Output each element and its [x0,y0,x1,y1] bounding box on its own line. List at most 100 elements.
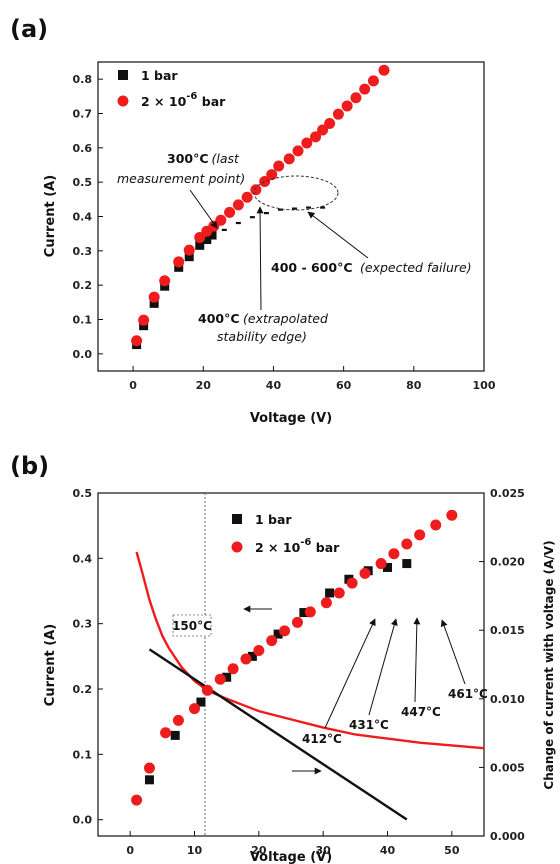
data-point-vacuum [227,663,239,675]
temp-label-431: 431°C [349,718,389,732]
data-point-vacuum [346,577,358,589]
arrow-447 [413,617,421,703]
arrow-300c [189,189,218,229]
panel-a-y-axis-label: Current (A) [43,175,58,257]
panel-a-y-tick-label: 0.5 [73,176,93,189]
data-point-vacuum [283,153,295,165]
panel-b-plot-frame [97,492,485,837]
arrow-expected-failure [307,211,369,259]
data-point-vacuum [172,714,184,726]
label-150c: 150°C [172,619,212,633]
panel-a-x-tick-label: 40 [266,379,282,392]
panel-b-y-tick-label: 0.5 [73,487,93,500]
annotation-400c: 400°C [198,311,240,326]
data-point-vacuum [232,199,244,211]
arrow-400c [256,206,264,311]
data-point-vacuum [359,83,371,95]
panel-b-y2-tick-label: 0.025 [490,487,525,500]
data-point-vacuum [341,100,353,112]
annotation-400-600c: 400 - 600°C [271,260,353,275]
panel-b-y-tick-label: 0.0 [73,814,93,827]
panel-b-x-tick-label: 0 [126,844,134,857]
panel-b-x-tick-label: 20 [251,844,267,857]
legend-label-1-bar: 1 bar [141,68,178,83]
data-point-vacuum [250,184,262,196]
annotation-300c-note: measurement point) [117,171,245,186]
panel-b-y2-axis-label: Change of current with voltage (A/V) [542,540,556,789]
annotation-300c: 300°C (last [167,151,240,166]
panel-a-x-ticks: 0 20 40 60 80 100 [129,366,496,392]
data-point-vacuum [273,160,285,172]
data-point-1bar [170,730,180,740]
data-point-vacuum [253,644,265,656]
data-point-vacuum [279,625,291,637]
data-point-vacuum [159,275,171,287]
data-point-vacuum [378,64,390,76]
legend-square-marker [118,70,128,80]
data-point-vacuum [266,169,278,181]
data-point-vacuum [310,131,322,143]
data-point-vacuum [301,137,313,149]
rate-line-1bar [148,648,408,821]
data-point-1bar [222,672,232,682]
legend-label-vacuum: 2 × 10-6 bar [141,91,226,109]
panel-b-y2-tick-label: 0.005 [490,761,525,774]
data-point-vacuum [224,206,236,218]
panel-b-y2-tick-label: 0.010 [490,693,525,706]
data-point-vacuum [367,75,379,87]
panel-b-rate-lines [135,551,485,821]
data-point-vacuum [324,117,336,129]
panel-a-legend: 1 bar 2 × 10-6 bar [117,68,226,109]
expected-failure-ellipse [253,175,339,211]
panel-a-x-tick-label: 100 [473,379,496,392]
data-point-vacuum [388,548,400,560]
data-point-vacuum [148,291,160,303]
data-point-vacuum [131,794,143,806]
arrow-431 [368,618,398,716]
data-point-vacuum [240,653,252,665]
legend-square-marker [232,514,242,524]
panel-b-y-ticks: 0.0 0.1 0.2 0.3 0.4 0.5 [73,487,103,827]
panel-a-y-tick-label: 0.0 [73,348,93,361]
data-point-vacuum [430,519,442,531]
data-point-vacuum [241,191,253,203]
panel-a-y-ticks: 0.0 0.1 0.2 0.3 0.4 0.5 0.6 0.7 0.8 [73,73,103,361]
legend-circle-marker [231,541,243,553]
panel-b-y-axis-label: Current (A) [43,624,58,706]
annotation-400c-note-1: (extrapolated [243,311,328,326]
panel-b-x-ticks: 0 10 20 30 40 50 [126,831,460,857]
data-point-1bar [149,298,159,308]
data-point-1bar [144,775,154,785]
panel-a-y-tick-label: 0.6 [73,142,93,155]
data-point-vacuum [359,567,371,579]
annotation-400-600c-note: (expected failure) [360,260,472,275]
data-point-1bar [273,629,283,639]
data-point-vacuum [414,529,426,541]
panel-a-y-tick-label: 0.2 [73,279,93,292]
panel-b-legend: 1 bar 2 × 10-6 bar [231,512,340,555]
data-point-1bar [402,559,412,569]
label-150c-box [172,614,212,637]
panel-b-y-tick-label: 0.4 [73,552,93,565]
data-point-vacuum [131,335,143,347]
data-point-vacuum [291,616,303,628]
data-point-1bar [184,252,194,262]
arrow-461 [440,619,466,685]
panel-a-label: (a) [10,15,48,43]
panel-b-x-tick-label: 10 [187,844,203,857]
temp-label-461: 461°C [448,687,488,701]
data-point-vacuum [183,244,195,256]
data-point-vacuum [143,762,155,774]
panel-b-label: (b) [10,452,49,480]
temp-label-412: 412°C [302,732,342,746]
data-point-vacuum [201,684,213,696]
data-point-vacuum [333,587,345,599]
panel-b-x-tick-label: 50 [444,844,460,857]
data-point-vacuum [215,214,227,226]
legend-label-vacuum: 2 × 10-6 bar [255,537,340,555]
panel-b-x-tick-label: 40 [380,844,396,857]
data-point-vacuum [138,314,150,326]
panel-a-y-tick-label: 0.3 [73,245,93,258]
panel-a-x-tick-label: 0 [129,379,137,392]
